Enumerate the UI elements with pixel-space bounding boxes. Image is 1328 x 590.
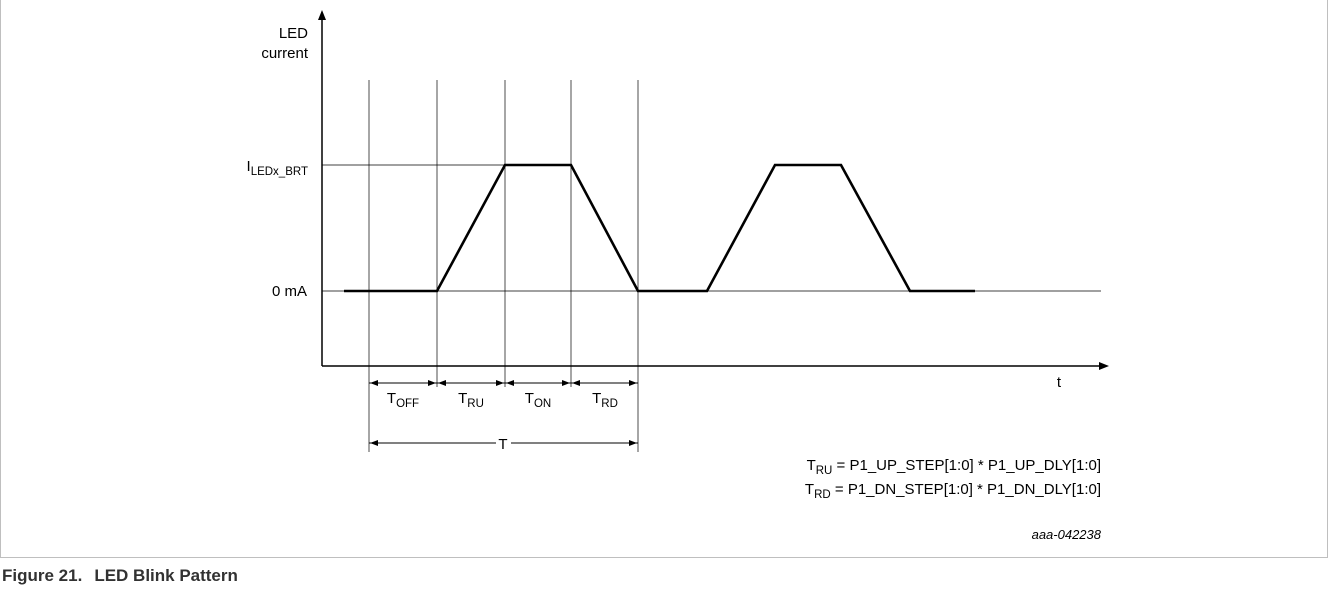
- figure-number: Figure 21.: [2, 566, 83, 585]
- y-axis-label-line2: current: [261, 45, 309, 62]
- x-axis-label: t: [1057, 374, 1062, 391]
- x-axis-arrowhead: [1099, 362, 1109, 370]
- figure-title: LED Blink Pattern: [94, 566, 238, 585]
- figure-id: aaa-042238: [1032, 527, 1102, 542]
- high-level-label: ILEDx_BRT: [247, 158, 308, 178]
- y-axis-label-line1: LED: [279, 25, 308, 42]
- interval-label-toff: TOFF: [387, 390, 419, 410]
- y-axis-arrowhead: [318, 10, 326, 20]
- interval-label-ton: TON: [525, 390, 551, 410]
- led-blink-diagram: LED current ILEDx_BRT 0 mA t TOFF TRU TO…: [247, 10, 1109, 542]
- formula-tru: TRU = P1_UP_STEP[1:0] * P1_UP_DLY[1:0]: [807, 457, 1101, 477]
- led-current-waveform: [344, 163, 975, 293]
- interval-arrows: [369, 380, 638, 386]
- zero-level-label: 0 mA: [272, 283, 307, 300]
- formula-trd: TRD = P1_DN_STEP[1:0] * P1_DN_DLY[1:0]: [805, 481, 1101, 501]
- interval-label-tru: TRU: [458, 390, 484, 410]
- period-label: T: [498, 436, 507, 453]
- period-arrow: [369, 440, 638, 446]
- interval-label-trd: TRD: [592, 390, 618, 410]
- figure-caption: Figure 21. LED Blink Pattern: [2, 566, 238, 586]
